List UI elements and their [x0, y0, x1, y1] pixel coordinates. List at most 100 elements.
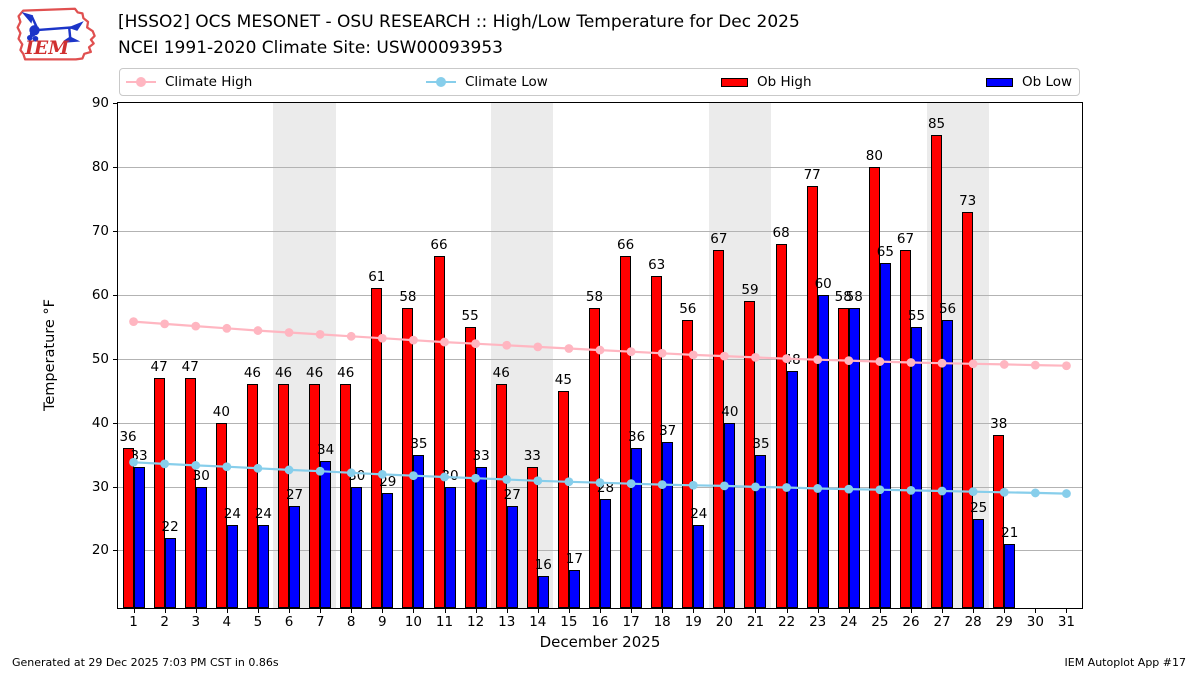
ob-high-bar	[682, 320, 694, 608]
plot-area: 36 33 47 22 47 30 40 24 46 24 46 27 46 34 46 30 61 29 58 35…	[92, 95, 1083, 630]
ob-high-label: 55	[461, 307, 479, 324]
ob-high-bar	[931, 134, 943, 608]
climate-high-marker	[1062, 361, 1071, 371]
legend-item-ob-low: Ob Low	[986, 69, 1072, 95]
page-title: [HSSO2] OCS MESONET - OSU RESEARCH :: Hi…	[118, 12, 800, 32]
legend-item-climate-low: Climate Low	[426, 69, 548, 95]
ob-high-bar	[246, 384, 258, 608]
y-tick	[113, 230, 117, 232]
ob-high-label: 80	[865, 147, 883, 164]
x-tick-label: 13	[498, 614, 516, 630]
ob-high-label: 46	[306, 365, 324, 382]
y-tick-label: 50	[91, 350, 109, 367]
y-tick-label: 80	[91, 158, 109, 175]
ob-low-label: 33	[130, 448, 148, 465]
ob-high-label: 58	[399, 288, 417, 305]
ob-low-label: 30	[348, 467, 366, 484]
ob-high-label: 73	[959, 192, 977, 209]
ob-low-bar	[537, 576, 549, 608]
x-tick	[817, 609, 819, 613]
ob-low-bar	[1004, 544, 1016, 608]
y-tick	[113, 422, 117, 424]
ob-low-label: 35	[410, 435, 428, 452]
x-tick-label: 4	[222, 614, 232, 630]
ob-high-label: 68	[772, 224, 790, 241]
ob-high-bar	[371, 288, 383, 608]
grid-line	[118, 294, 1082, 296]
ob-high-label: 59	[741, 282, 759, 299]
x-axis-label: December 2025	[539, 633, 661, 651]
ob-low-label: 30	[441, 467, 459, 484]
ob-high-label: 58	[834, 288, 852, 305]
x-tick	[568, 609, 570, 613]
ob-low-patch-swatch-icon	[986, 77, 1013, 87]
x-tick	[537, 609, 539, 613]
x-tick	[755, 609, 757, 613]
page-subtitle: NCEI 1991-2020 Climate Site: USW00093953	[118, 38, 503, 58]
x-tick-label: 9	[378, 614, 387, 630]
ob-high-label: 47	[181, 358, 199, 375]
x-tick	[662, 609, 664, 613]
generated-timestamp: Generated at 29 Dec 2025 7:03 PM CST in …	[12, 656, 279, 669]
ob-high-bar	[433, 256, 445, 608]
x-tick	[942, 609, 944, 613]
x-tick-label: 29	[995, 614, 1013, 630]
ob-high-label: 58	[585, 288, 604, 305]
logo-text: IEM	[24, 37, 70, 59]
ob-low-label: 40	[721, 403, 739, 420]
x-tick-label: 30	[1026, 614, 1044, 630]
legend-label: Ob High	[757, 74, 812, 90]
x-tick	[506, 609, 508, 613]
ob-low-bar	[942, 320, 954, 608]
ob-low-bar	[693, 524, 705, 608]
legend-item-ob-high: Ob High	[721, 69, 812, 95]
ob-low-bar	[475, 467, 487, 608]
ob-high-label: 66	[430, 237, 448, 254]
ob-low-label: 58	[845, 288, 863, 305]
x-tick-label: 11	[435, 614, 454, 630]
legend-label: Climate High	[165, 74, 253, 90]
ob-high-bar	[495, 384, 507, 608]
ob-low-label: 27	[285, 486, 304, 503]
ob-low-label: 56	[938, 301, 957, 318]
ob-low-bar	[724, 422, 736, 608]
climate-high-marker	[346, 331, 356, 341]
ob-high-label: 36	[119, 429, 137, 446]
app-credit: IEM Autoplot App #17	[1064, 656, 1187, 669]
iem-logo: IEM	[16, 7, 96, 61]
x-tick	[631, 609, 633, 613]
x-tick-label: 5	[253, 614, 263, 630]
ob-high-bar	[744, 301, 756, 608]
ob-low-bar	[320, 460, 332, 608]
x-tick-label: 22	[777, 614, 796, 630]
x-tick	[600, 609, 601, 613]
climate-low-line-swatch-icon	[426, 77, 456, 87]
ob-low-label: 29	[379, 473, 397, 490]
ob-low-bar	[755, 454, 767, 608]
climate-high-marker	[129, 317, 138, 327]
ob-low-label: 30	[192, 467, 210, 484]
climate-high-marker	[253, 326, 263, 335]
ob-low-bar	[662, 441, 674, 608]
x-tick-label: 28	[964, 614, 982, 630]
ob-low-bar	[257, 524, 269, 608]
x-tick-label: 17	[622, 614, 640, 630]
x-tick	[351, 609, 353, 613]
ob-low-label: 65	[876, 243, 894, 260]
chart-legend: Climate High Climate Low Ob High Ob Low	[119, 68, 1080, 96]
ob-low-bar	[444, 486, 456, 608]
x-tick	[133, 609, 135, 613]
x-tick	[226, 609, 228, 613]
ob-high-label: 46	[274, 365, 293, 382]
x-tick	[910, 609, 912, 613]
ob-high-bar	[340, 384, 352, 608]
y-tick	[113, 550, 117, 552]
x-tick	[289, 609, 291, 613]
ob-low-label: 25	[970, 499, 988, 516]
legend-label: Ob Low	[1022, 74, 1073, 90]
ob-low-bar	[848, 307, 860, 608]
y-tick-label: 20	[91, 542, 109, 559]
legend-item-climate-high: Climate High	[126, 69, 252, 95]
x-tick-label: 19	[684, 614, 702, 630]
